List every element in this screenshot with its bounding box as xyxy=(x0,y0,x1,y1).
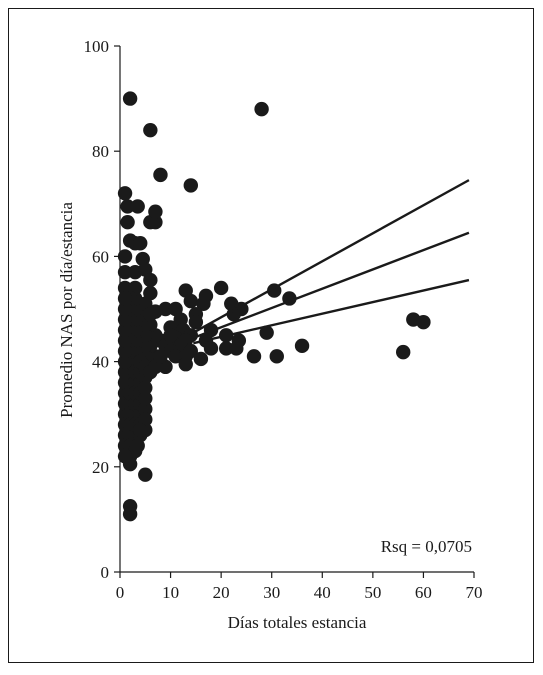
data-point xyxy=(120,215,135,230)
data-point xyxy=(246,349,262,364)
data-point xyxy=(203,341,219,356)
data-point xyxy=(117,312,133,327)
rsq-annotation: Rsq = 0,0705 xyxy=(381,537,472,556)
data-point xyxy=(143,272,158,288)
y-tick-label: 60 xyxy=(92,247,109,266)
data-point xyxy=(122,506,138,522)
x-tick-label: 60 xyxy=(415,583,432,602)
data-point xyxy=(117,291,133,306)
x-axis-title: Días totales estancia xyxy=(228,613,367,632)
data-point xyxy=(193,351,209,367)
x-tick-label: 10 xyxy=(162,583,179,602)
data-point xyxy=(130,199,145,214)
data-point xyxy=(117,364,133,380)
data-point xyxy=(133,422,148,438)
data-point xyxy=(138,401,153,417)
y-tick-label: 0 xyxy=(101,563,110,582)
data-point xyxy=(416,314,431,330)
data-point xyxy=(120,199,135,214)
y-tick-label: 40 xyxy=(92,353,109,372)
data-point xyxy=(122,91,138,106)
y-axis-title: Promedio NAS por día/estancia xyxy=(57,202,76,418)
data-point xyxy=(188,314,204,330)
data-point xyxy=(117,333,133,348)
data-point xyxy=(153,167,168,183)
data-point xyxy=(148,215,163,230)
regression-line-lower xyxy=(193,278,470,345)
x-tick-label: 0 xyxy=(116,583,125,602)
data-point xyxy=(117,264,133,280)
y-tick-label: 100 xyxy=(84,37,110,56)
y-tick-label: 80 xyxy=(92,142,109,161)
data-point xyxy=(178,357,193,372)
data-point xyxy=(196,296,211,311)
data-point xyxy=(396,344,411,360)
data-point xyxy=(269,349,284,364)
data-point xyxy=(117,322,133,338)
data-point xyxy=(138,467,153,482)
data-point xyxy=(219,341,234,356)
data-point xyxy=(229,341,244,356)
data-point xyxy=(117,249,133,264)
data-point xyxy=(254,101,269,117)
data-points xyxy=(117,91,431,522)
data-point xyxy=(143,122,158,138)
data-point xyxy=(138,380,153,396)
data-point xyxy=(226,307,241,322)
data-point xyxy=(213,280,229,296)
x-tick-label: 70 xyxy=(466,583,483,602)
data-point xyxy=(183,293,198,309)
data-point xyxy=(153,349,168,364)
x-tick-label: 30 xyxy=(263,583,280,602)
data-point xyxy=(117,449,133,464)
data-point xyxy=(168,349,183,364)
data-point xyxy=(117,186,133,201)
data-point xyxy=(259,325,274,340)
data-point xyxy=(183,178,198,193)
x-tick-label: 20 xyxy=(213,583,230,602)
x-tick-label: 40 xyxy=(314,583,331,602)
data-point xyxy=(138,391,153,406)
data-point xyxy=(133,236,148,251)
data-point xyxy=(143,307,158,322)
figure-frame xyxy=(8,8,534,663)
regression-line-upper xyxy=(192,179,470,334)
y-tick-label: 20 xyxy=(92,458,109,477)
data-point xyxy=(117,301,133,317)
data-point xyxy=(130,438,145,453)
regression-line-fit xyxy=(192,231,470,340)
regression-lines xyxy=(192,179,470,345)
x-tick-label: 50 xyxy=(364,583,381,602)
data-point xyxy=(117,343,133,359)
ticks: 0 10 20 30 40 50 60 70 0 20 40 60 80 100 xyxy=(84,37,483,602)
data-point xyxy=(117,354,133,369)
data-point xyxy=(294,338,310,354)
data-point xyxy=(148,204,163,219)
data-point xyxy=(163,328,178,343)
